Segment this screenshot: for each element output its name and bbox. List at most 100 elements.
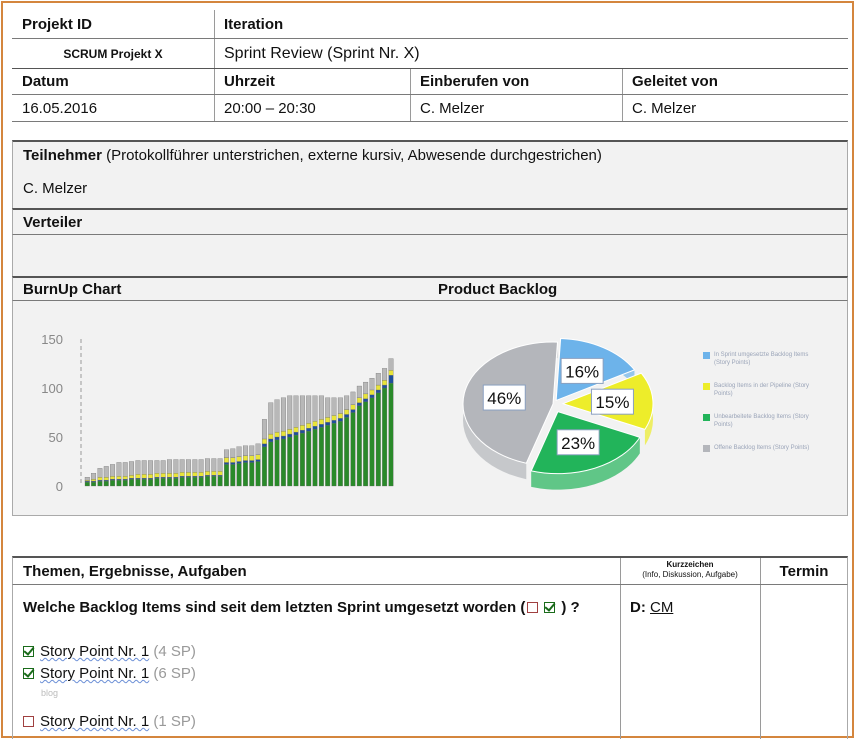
burnup-bar-segment — [388, 375, 394, 384]
backlog-question: Welche Backlog Items sind seit dem letzt… — [23, 599, 580, 616]
burnup-bar-segment — [230, 462, 236, 465]
burnup-bar-segment — [179, 472, 185, 477]
burnup-bar-segment — [369, 389, 375, 396]
charts-header-row: BurnUp Chart Product Backlog — [12, 276, 848, 300]
burnup-bar-segment — [154, 460, 160, 474]
burnup-bar-segment — [141, 478, 147, 487]
burnup-bar-segment — [312, 395, 318, 422]
story-points: (4 SP) — [153, 643, 196, 660]
uhrzeit-label: Uhrzeit — [224, 73, 275, 90]
burnup-title: BurnUp Chart — [23, 280, 122, 298]
legend-swatch — [703, 383, 710, 390]
burnup-bar-segment — [299, 429, 305, 434]
burnup-bar-segment — [369, 378, 375, 391]
burnup-bar-segment — [261, 419, 267, 440]
burnup-bar-segment — [135, 474, 141, 479]
header-label-row: Projekt ID Iteration — [12, 10, 848, 38]
teilnehmer-label: Teilnehmer — [23, 147, 102, 164]
verteiler-value-row — [12, 234, 848, 276]
burnup-bar-segment — [129, 475, 134, 479]
burnup-bar-segment — [337, 421, 343, 487]
burnup-bar-segment — [135, 460, 141, 475]
burnup-bar-segment — [230, 464, 236, 487]
burnup-bar-segment — [375, 373, 381, 386]
burnup-bar-segment — [129, 478, 134, 487]
burnup-bar-segment — [249, 462, 255, 487]
kurzzeichen-value: D: CM — [630, 599, 673, 616]
burnup-bar-segment — [331, 397, 337, 416]
burnup-bar-segment — [243, 462, 248, 487]
burnup-bar-segment — [129, 461, 134, 476]
burnup-bar-segment — [325, 397, 331, 418]
burnup-bar-segment — [261, 443, 267, 447]
burnup-bar-segment — [249, 460, 255, 463]
burnup-bar-segment — [167, 478, 172, 487]
burnup-bar-segment — [179, 459, 185, 473]
burnup-bar-segment — [217, 458, 223, 472]
burnup-bar-segment — [255, 443, 261, 455]
pie-label-box — [590, 388, 634, 415]
burnup-bar-segment — [331, 420, 337, 424]
pie-slice-label: 23% — [561, 434, 595, 453]
burnup-bar-segment — [312, 429, 318, 487]
burnup-bar-segment — [198, 459, 204, 473]
backlog-pie-chart: 16% 15% 23% 46% — [462, 337, 654, 490]
burnup-bar-segment — [173, 473, 179, 478]
burnup-bar-segment — [293, 427, 299, 433]
burnup-bar-segment — [280, 397, 286, 432]
burnup-bar-segment — [287, 395, 293, 430]
burnup-bar-segment — [224, 457, 229, 463]
datum-label: Datum — [22, 73, 69, 90]
burnup-bar-segment — [211, 471, 217, 476]
burnup-bar-segment — [306, 395, 312, 424]
meeting-label-row: Datum Uhrzeit Einberufen von Geleitet vo… — [12, 68, 848, 94]
burnup-bar-segment — [299, 395, 305, 426]
burnup-bar-segment — [306, 430, 312, 487]
burnup-bar-segment — [312, 426, 318, 430]
burnup-bar-segment — [325, 422, 331, 426]
burnup-bar-segment — [382, 384, 388, 389]
burnup-bar-segment — [356, 385, 362, 398]
burnup-bar-segment — [91, 481, 97, 487]
burnup-bar-segment — [103, 480, 109, 487]
burnup-bar-segment — [375, 389, 381, 394]
burnup-bar-segment — [318, 427, 324, 487]
burnup-bar-segment — [122, 479, 128, 487]
burnup-bar-segment — [160, 478, 166, 487]
legend-item: Unbearbeitete Backlog Items (Story Point… — [703, 413, 813, 429]
burnup-bar-segment — [280, 430, 286, 437]
burnup-bar-segment — [375, 384, 381, 391]
teilnehmer-value-row: C. Melzer — [12, 169, 848, 208]
y-tick-label: 100 — [41, 381, 63, 396]
burnup-bar-segment — [356, 397, 362, 403]
checkbox-checked-icon[interactable] — [23, 668, 34, 679]
burnup-bar-segment — [186, 459, 191, 473]
burnup-bar-segment — [236, 446, 242, 457]
story-item-3: Story Point Nr. 1 (1 SP) — [23, 713, 196, 730]
pie-slice-label: 46% — [487, 389, 521, 408]
burnup-bar-segment — [268, 441, 274, 487]
burnup-bar-segment — [217, 471, 223, 476]
burnup-bar-segment — [205, 458, 210, 472]
story-note: blog — [41, 688, 59, 698]
story-label: Story Point Nr. 1 — [40, 713, 150, 730]
burnup-bar-segment — [84, 481, 90, 487]
burnup-bar-segment — [198, 477, 204, 487]
checkbox-unchecked-icon[interactable] — [23, 716, 34, 727]
burnup-bar-segment — [186, 477, 191, 487]
header-value-row: SCRUM Projekt X Sprint Review (Sprint Nr… — [12, 38, 848, 68]
burnup-bar-segment — [356, 405, 362, 487]
burnup-bar-segment — [388, 382, 394, 487]
burnup-bar-segment — [299, 432, 305, 487]
burnup-bar-segment — [318, 419, 324, 425]
burnup-bar-segment — [122, 476, 128, 480]
burnup-bar-segment — [224, 464, 229, 487]
burnup-bar-segment — [268, 438, 274, 443]
burnup-bar-segment — [236, 461, 242, 464]
burnup-bar-segment — [344, 409, 350, 415]
burnup-bar-segment — [205, 471, 210, 476]
burnup-bar-segment — [299, 425, 305, 431]
burnup-bar-segment — [287, 429, 293, 435]
burnup-bar-segment — [110, 479, 116, 487]
checkbox-checked-icon[interactable] — [23, 646, 34, 657]
